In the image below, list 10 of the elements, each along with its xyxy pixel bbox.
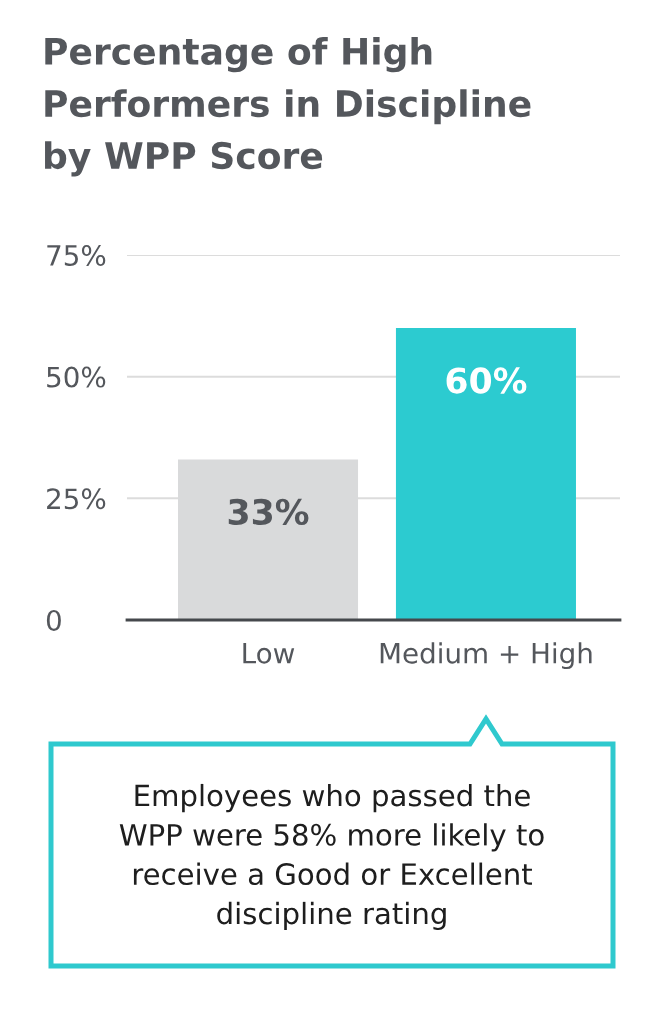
y-tick-label: 50% (47, 366, 106, 388)
x-tick-label: Low (243, 643, 295, 664)
y-tick-label: 0 (46, 609, 61, 631)
data-label: 60% (446, 367, 527, 394)
text: Employees who passed the WPP were 58% more likely to receive a Good or Excellent discipline rating (119, 783, 544, 931)
x-tick-label: Medium + High (380, 642, 592, 670)
y-tick-label: 25% (47, 488, 106, 510)
chart-title: Percentage of High Performers in Discipline by WPP Score (45, 37, 531, 177)
data-label: 33% (228, 498, 309, 526)
y-tick-label: 75% (47, 244, 106, 266)
